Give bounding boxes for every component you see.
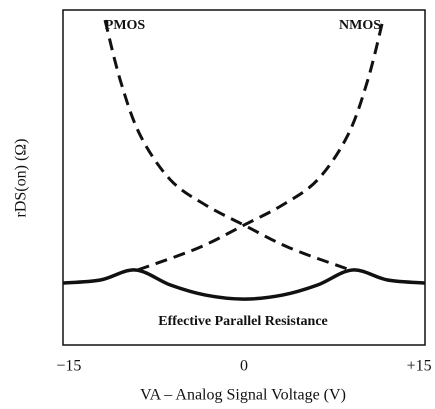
line-series (62, 268, 426, 301)
series-label: PMOS (105, 18, 146, 33)
line-series (137, 19, 385, 272)
x-tick-label: +15 (407, 358, 432, 375)
series-label: Effective Parallel Resistance (158, 314, 328, 329)
x-tick-label: −15 (56, 358, 81, 375)
y-axis-label: rDS(on) (Ω) (13, 139, 30, 218)
x-axis-label: VA – Analog Signal Voltage (V) (140, 387, 346, 404)
x-tick-label: 0 (240, 358, 248, 375)
series-label: NMOS (339, 18, 381, 33)
line-series (103, 19, 351, 272)
plot-frame (62, 9, 426, 346)
